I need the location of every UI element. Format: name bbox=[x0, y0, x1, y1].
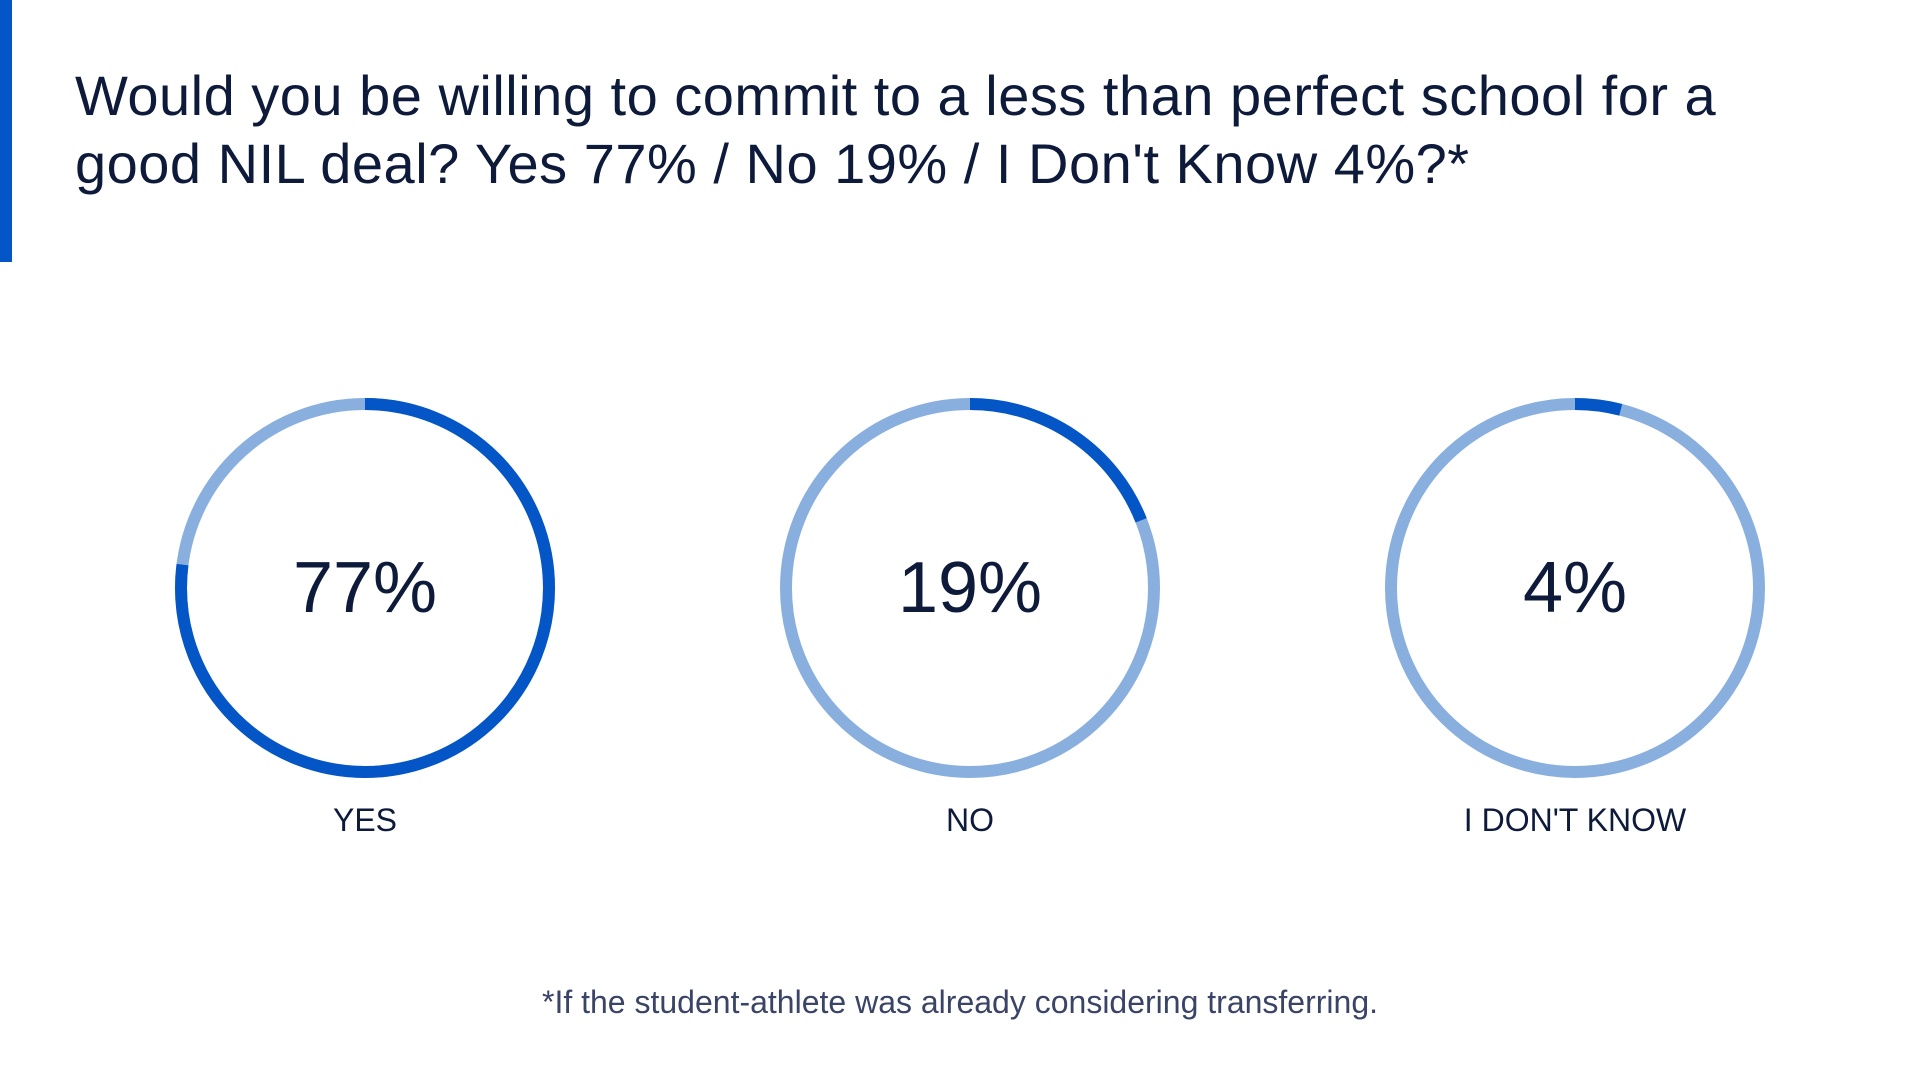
footnote: *If the student-athlete was already cons… bbox=[541, 984, 1378, 1020]
ring-arc bbox=[780, 398, 1160, 778]
ring-arc bbox=[1385, 398, 1765, 778]
ring-svg-yes: 77% bbox=[175, 398, 555, 778]
accent-bar bbox=[0, 0, 12, 262]
ring-label: YES bbox=[332, 802, 398, 838]
ring-chart-yes: 77% YES bbox=[175, 398, 555, 848]
ring-value: 77% bbox=[293, 548, 437, 628]
ring-chart-dont-know: 4% I DON'T KNOW bbox=[1385, 398, 1765, 848]
ring-arc bbox=[175, 398, 555, 778]
ring-value: 4% bbox=[1523, 548, 1627, 628]
page-title: Would you be willing to commit to a less… bbox=[75, 64, 1717, 195]
ring-value: 19% bbox=[898, 548, 1042, 628]
ring-label: I DON'T KNOW bbox=[1463, 802, 1687, 838]
ring-svg-dont-know: 4% bbox=[1385, 398, 1765, 778]
ring-chart-no: 19% NO bbox=[780, 398, 1160, 848]
ring-svg-no: 19% bbox=[780, 398, 1160, 778]
ring-label: NO bbox=[946, 802, 994, 838]
